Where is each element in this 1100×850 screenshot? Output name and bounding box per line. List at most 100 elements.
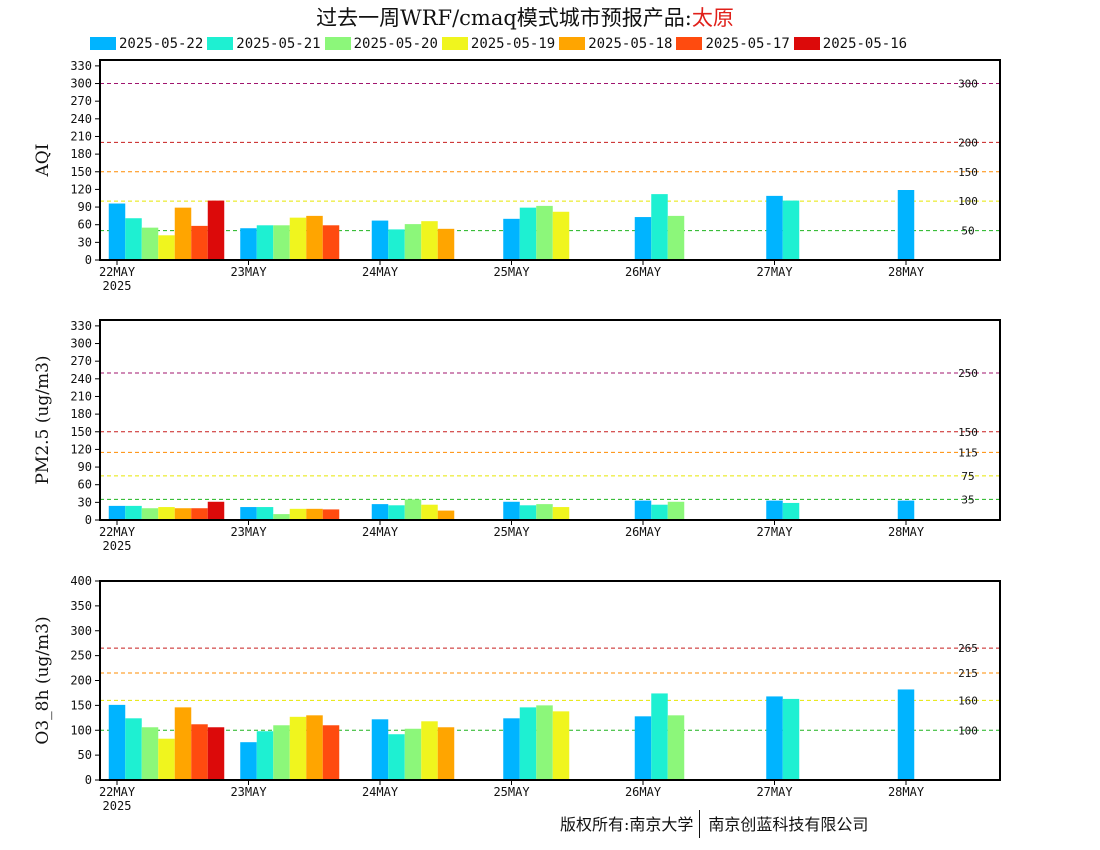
bar bbox=[634, 716, 652, 780]
legend-swatch bbox=[207, 37, 234, 50]
copyright-partner: 南京创蓝科技有限公司 bbox=[708, 815, 869, 834]
legend-item: 2025-05-20 bbox=[324, 36, 438, 52]
bar bbox=[421, 721, 438, 780]
bar bbox=[207, 727, 225, 780]
bar bbox=[552, 211, 570, 260]
title-city: 太原 bbox=[691, 6, 734, 30]
bar bbox=[256, 507, 274, 520]
bar bbox=[191, 508, 208, 520]
bar bbox=[306, 715, 323, 780]
y-tick-label: 30 bbox=[78, 235, 92, 249]
x-tick-label: 24MAY bbox=[362, 785, 399, 799]
bar bbox=[240, 228, 257, 260]
y-tick-label: 50 bbox=[78, 748, 92, 762]
x-tick-label: 23MAY bbox=[230, 265, 267, 279]
x-tick-label: 27MAY bbox=[756, 265, 793, 279]
x-tick-label: 28MAY bbox=[888, 265, 925, 279]
legend-swatch bbox=[90, 37, 116, 50]
legend-label: 2025-05-21 bbox=[236, 36, 321, 52]
bar bbox=[421, 504, 438, 520]
bar bbox=[536, 705, 553, 780]
bar bbox=[552, 711, 570, 780]
y-tick-label: 200 bbox=[70, 674, 92, 688]
legend-label: 2025-05-22 bbox=[119, 36, 204, 52]
bar bbox=[273, 514, 290, 520]
legend-item: 2025-05-18 bbox=[559, 36, 672, 52]
bar bbox=[766, 195, 783, 260]
reference-label: 160 bbox=[958, 694, 978, 707]
legend-swatch bbox=[676, 37, 703, 50]
y-tick-label: 300 bbox=[70, 624, 92, 638]
y-tick-label: 210 bbox=[70, 389, 92, 403]
bar bbox=[503, 218, 520, 260]
y-tick-label: 400 bbox=[70, 574, 92, 588]
reference-label: 50 bbox=[961, 225, 974, 238]
legend-label: 2025-05-18 bbox=[588, 36, 673, 52]
x-tick-label: 22MAY bbox=[99, 265, 136, 279]
bar bbox=[306, 215, 323, 260]
bar bbox=[503, 501, 520, 520]
bar bbox=[634, 500, 652, 520]
bar bbox=[437, 510, 455, 520]
y-tick-label: 330 bbox=[70, 59, 92, 73]
y-tick-label: 100 bbox=[70, 723, 92, 737]
bar bbox=[273, 725, 290, 780]
legend-swatch bbox=[441, 37, 468, 50]
x-tick-label: 28MAY bbox=[888, 525, 925, 539]
plot-frame bbox=[99, 319, 1001, 521]
bar bbox=[256, 225, 274, 260]
x-year-label: 2025 bbox=[103, 539, 132, 553]
bar bbox=[158, 507, 175, 520]
y-tick-label: 0 bbox=[85, 253, 92, 267]
y-tick-label: 240 bbox=[70, 112, 92, 126]
y-tick-label: 210 bbox=[70, 129, 92, 143]
x-tick-label: 23MAY bbox=[230, 785, 267, 799]
y-tick-label: 90 bbox=[78, 460, 92, 474]
legend-item: 2025-05-22 bbox=[90, 36, 203, 52]
reference-label: 75 bbox=[961, 470, 974, 483]
bar bbox=[388, 734, 405, 780]
bar bbox=[108, 704, 126, 780]
bar bbox=[108, 505, 126, 520]
y-tick-label: 120 bbox=[70, 442, 92, 456]
y-tick-label: 250 bbox=[70, 649, 92, 663]
copyright-separator bbox=[699, 810, 701, 838]
y-tick-label: 150 bbox=[70, 165, 92, 179]
bar bbox=[289, 217, 307, 260]
bar bbox=[782, 200, 800, 260]
reference-label: 300 bbox=[958, 78, 978, 91]
reference-label: 200 bbox=[958, 136, 978, 149]
bar bbox=[273, 225, 290, 260]
bar bbox=[174, 207, 192, 260]
y-tick-label: 120 bbox=[70, 182, 92, 196]
bar bbox=[125, 218, 142, 260]
bar bbox=[240, 507, 257, 520]
reference-label: 150 bbox=[958, 166, 978, 179]
bar bbox=[519, 207, 537, 260]
legend-item: 2025-05-19 bbox=[441, 36, 555, 52]
bar bbox=[322, 509, 340, 520]
legend-swatch bbox=[324, 37, 351, 50]
y-tick-label: 300 bbox=[70, 77, 92, 91]
y-tick-label: 0 bbox=[85, 773, 92, 787]
bar bbox=[404, 499, 422, 520]
bar bbox=[371, 220, 389, 260]
bar bbox=[667, 715, 685, 780]
x-tick-label: 27MAY bbox=[756, 785, 793, 799]
bar bbox=[897, 689, 915, 780]
y-tick-label: 270 bbox=[70, 354, 92, 368]
x-tick-label: 26MAY bbox=[625, 525, 662, 539]
bar bbox=[158, 738, 175, 780]
legend-label: 2025-05-17 bbox=[705, 36, 790, 52]
y-tick-label: 270 bbox=[70, 94, 92, 108]
x-year-label: 2025 bbox=[103, 799, 132, 813]
bar bbox=[782, 698, 800, 780]
reference-label: 100 bbox=[958, 724, 978, 737]
bar bbox=[437, 727, 455, 780]
bar bbox=[782, 502, 800, 520]
legend-item: 2025-05-21 bbox=[207, 36, 321, 52]
reference-label: 265 bbox=[958, 642, 978, 655]
reference-label: 115 bbox=[958, 446, 978, 459]
copyright-owner: 版权所有:南京大学 bbox=[560, 815, 694, 834]
